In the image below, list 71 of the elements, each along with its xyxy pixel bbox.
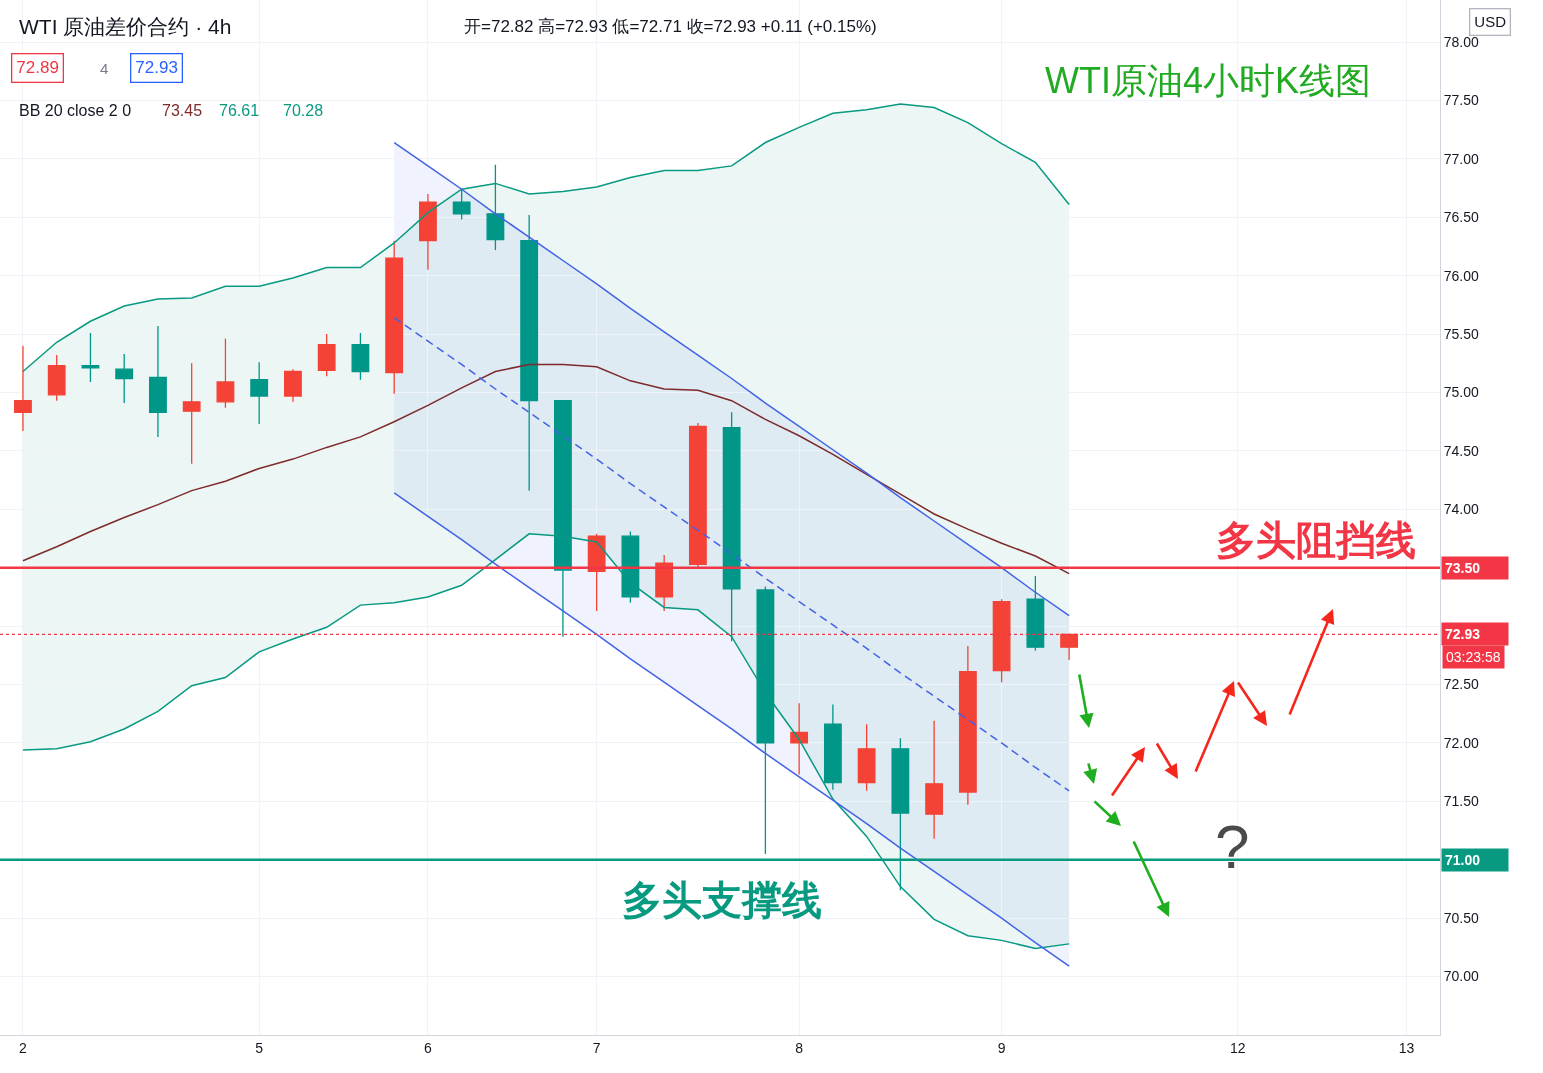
candlestick (351, 332, 370, 381)
annotation: 73.45 (162, 102, 203, 119)
x-tick-label: 9 (997, 1039, 1006, 1056)
x-tick-label: 7 (592, 1039, 601, 1056)
y-tick-label: 76.50 (1443, 209, 1480, 226)
candlestick (486, 164, 505, 251)
y-tick-label: 74.50 (1443, 442, 1480, 459)
annotation: BB 20 close 2 0 (19, 102, 132, 119)
x-tick-label: 5 (255, 1039, 264, 1056)
line-series (22, 363, 1070, 575)
text: 03:23:58 (1446, 649, 1501, 665)
y-tick-label: 70.50 (1443, 910, 1480, 927)
text: USD (1474, 13, 1507, 31)
y-tick-label: 72.50 (1443, 676, 1480, 693)
line-series (22, 103, 1070, 373)
y-tick-label: 70.00 (1443, 968, 1480, 985)
annotation: 多头阻挡线 (1216, 518, 1416, 562)
candlestick (790, 702, 809, 776)
y-tick-label: 77.50 (1443, 92, 1480, 109)
y-tick-label: 71.50 (1443, 793, 1480, 810)
text: WTI 原油差价合约 · 4h (19, 15, 232, 38)
x-tick-label: 6 (424, 1039, 433, 1056)
candlestick (284, 368, 302, 403)
candlestick (149, 325, 167, 438)
candlestick (823, 703, 842, 791)
candlestick (182, 362, 201, 465)
annotation: 76.61 (219, 102, 260, 119)
ref-line-label: 71.00 (1445, 852, 1481, 868)
ref-line-label: 73.50 (1445, 560, 1481, 576)
annotation: 72.93 (135, 58, 178, 78)
candlestick (1026, 575, 1045, 652)
candlestick (992, 598, 1011, 683)
candlestick (452, 188, 471, 221)
annotation: 72.89 (16, 58, 59, 78)
candlestick (857, 723, 876, 792)
annotation: 开=72.82 高=72.93 低=72.71 收=72.93 +0.11 (+0.15%) (464, 17, 877, 36)
y-tick-label: 75.50 (1443, 326, 1480, 342)
x-tick-label: 8 (795, 1039, 804, 1056)
candlestick (317, 333, 336, 377)
y-tick-label: 77.00 (1443, 150, 1480, 167)
y-tick-label: 76.00 (1443, 267, 1480, 284)
candlestick (1060, 633, 1079, 661)
text: WTI原油4小时K线图 (1045, 60, 1372, 101)
y-tick-label: 75.00 (1443, 384, 1480, 401)
candlestick (958, 645, 977, 806)
candlestick (81, 332, 100, 383)
annotation: 多头支撑线 (622, 878, 822, 922)
y-tick-label: 72.00 (1443, 734, 1480, 751)
ref-line-label: 72.93 (1445, 626, 1481, 642)
candlestick (655, 554, 674, 612)
candlestick (47, 354, 66, 402)
line-series (393, 141, 1070, 617)
candlestick (385, 239, 404, 395)
candlestick (688, 422, 707, 569)
line-series (393, 492, 1070, 967)
candlestick (216, 338, 235, 409)
x-tick-label: 2 (19, 1039, 28, 1056)
y-tick-label: 74.00 (1443, 501, 1480, 518)
annotation: 4 (100, 60, 109, 77)
candlestick (419, 193, 437, 271)
candlestick (250, 361, 269, 425)
line-series (393, 316, 1070, 792)
candlestick (520, 214, 539, 492)
candlestick (756, 585, 775, 855)
candlestick (115, 353, 134, 404)
annotation: 70.28 (283, 102, 324, 119)
candlestick (14, 345, 32, 432)
y-tick-label: 78.00 (1443, 33, 1480, 50)
x-tick-label: 13 (1398, 1039, 1415, 1056)
x-tick-label: 12 (1230, 1039, 1246, 1056)
candlestick (925, 720, 944, 840)
